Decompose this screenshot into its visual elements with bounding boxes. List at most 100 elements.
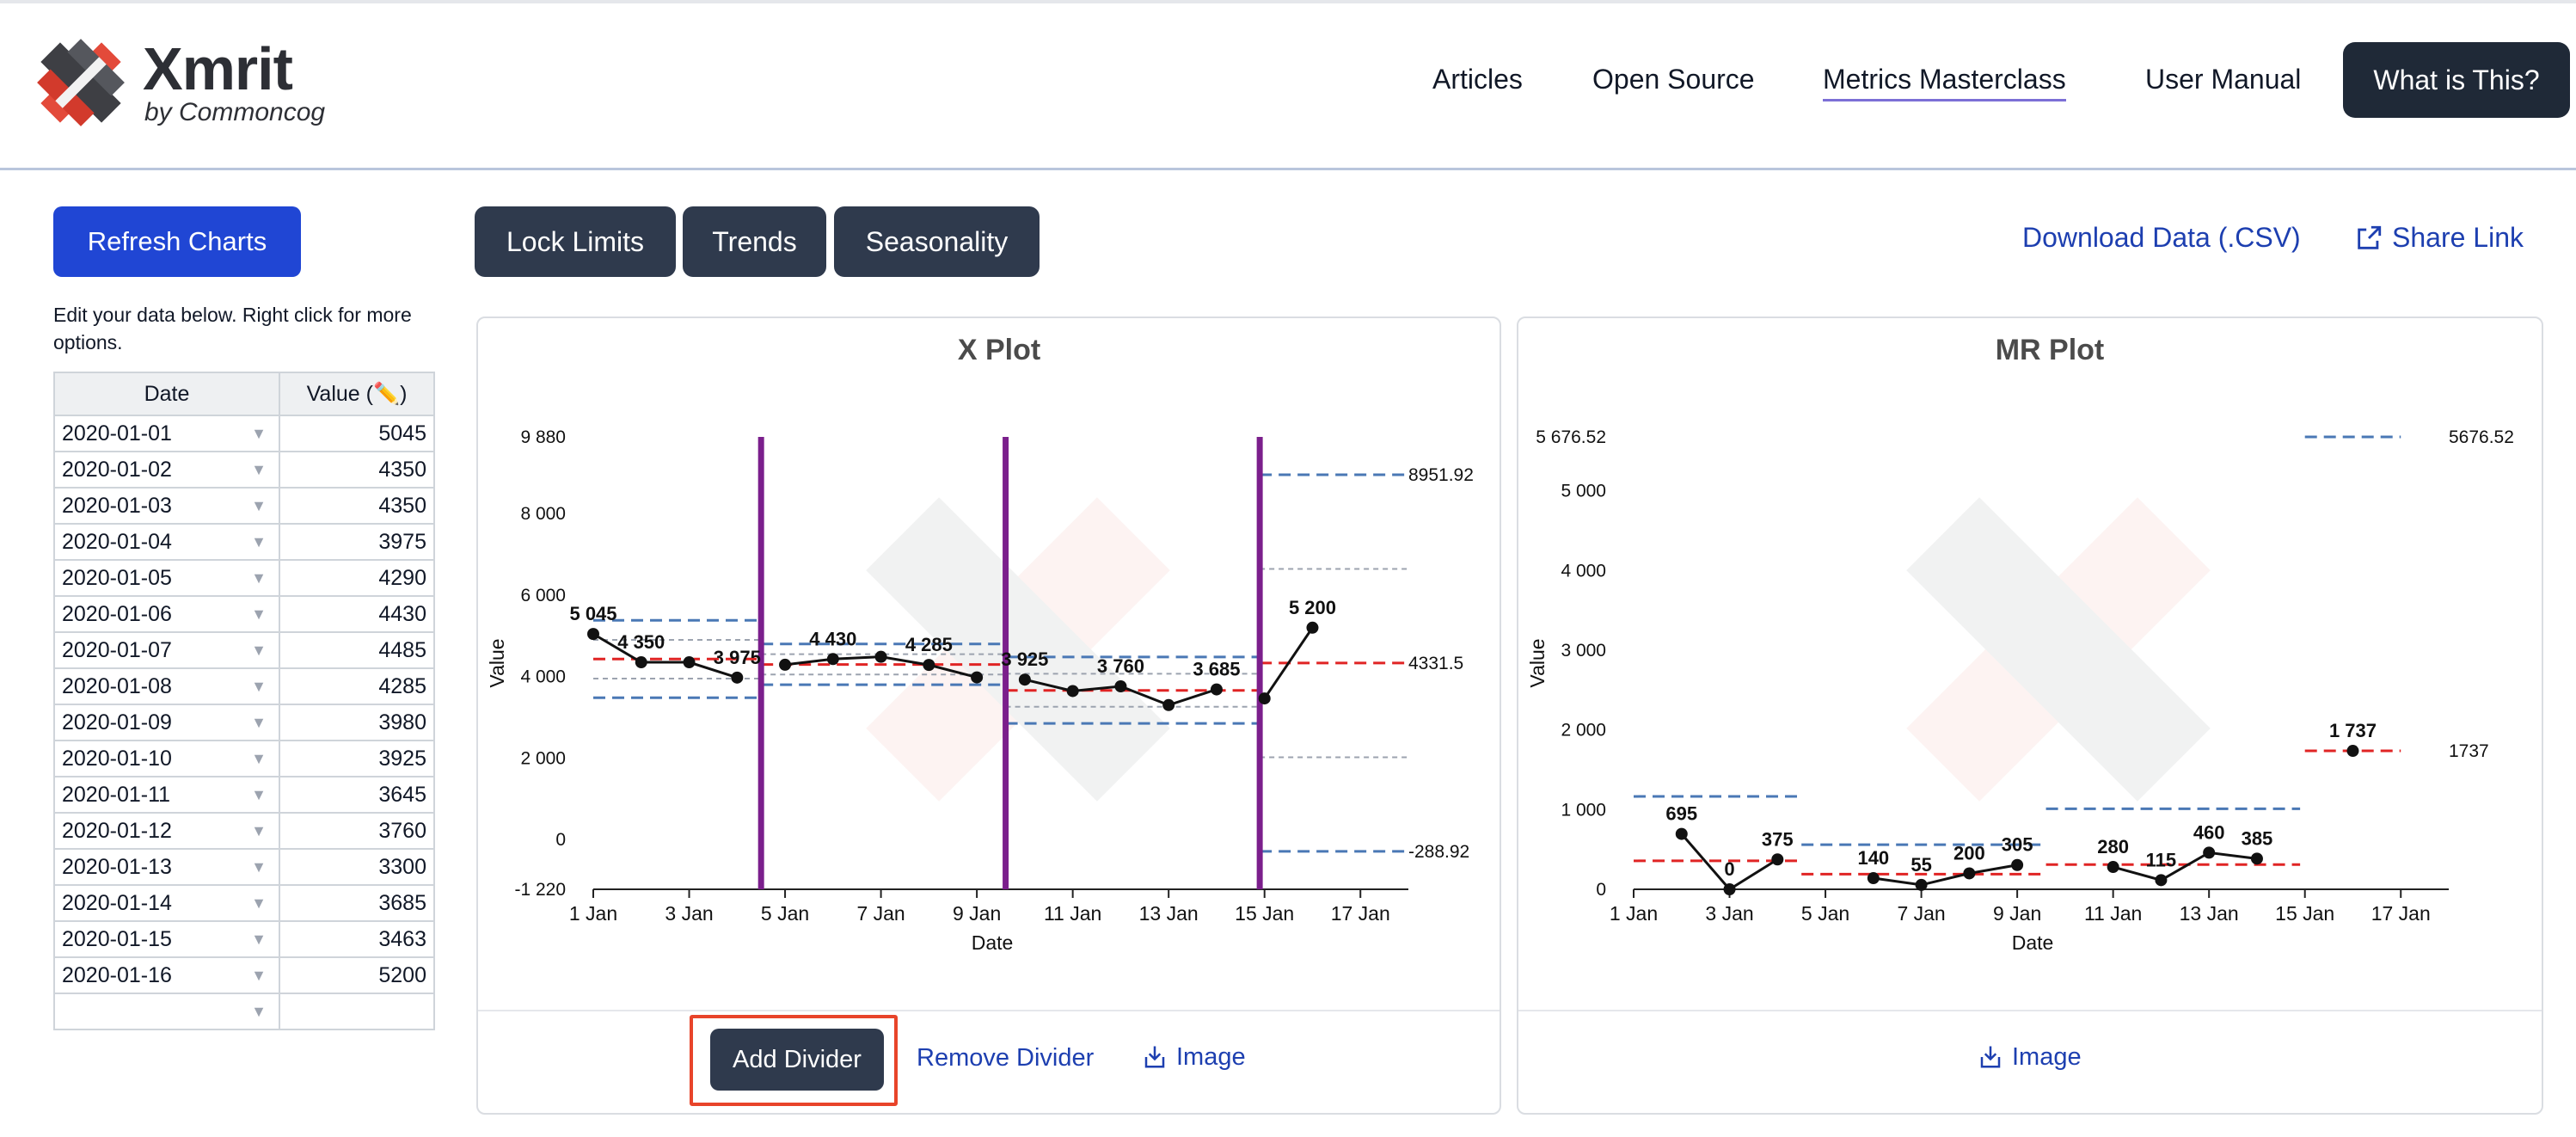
seasonality-button[interactable]: Seasonality [834, 206, 1040, 277]
top-border [0, 0, 2576, 3]
limit-label: -288.92 [1408, 842, 1469, 862]
date-cell[interactable]: ▼ [53, 993, 280, 1030]
brand-name[interactable]: Xmrit [143, 35, 293, 102]
dropdown-arrow-icon[interactable]: ▼ [251, 894, 267, 912]
dropdown-arrow-icon[interactable]: ▼ [251, 496, 267, 514]
date-value: 2020-01-05 [62, 565, 172, 590]
mr-plot-chart[interactable]: MR Plot 1 Jan 3 Jan 5 Jan 7 Jan 9 Jan 11 Jan 13… [1518, 318, 2543, 1006]
dropdown-arrow-icon[interactable]: ▼ [251, 749, 267, 767]
refresh-charts-button[interactable]: Refresh Charts [53, 206, 301, 277]
x-axis-label: Date [2012, 931, 2054, 954]
date-cell[interactable]: 2020-01-09 ▼ [53, 704, 280, 741]
share-link[interactable]: Share Link [2354, 222, 2524, 254]
dropdown-arrow-icon[interactable]: ▼ [251, 713, 267, 731]
trends-button[interactable]: Trends [683, 206, 826, 277]
column-header-value[interactable]: Value (✏️) [279, 372, 435, 416]
x-tick-label: 15 Jan [1235, 902, 1294, 925]
date-cell[interactable]: 2020-01-11 ▼ [53, 776, 280, 814]
remove-divider-link[interactable]: Remove Divider [917, 1044, 1095, 1072]
x-tick-label: 15 Jan [2275, 902, 2334, 925]
dropdown-arrow-icon[interactable]: ▼ [251, 821, 267, 839]
dropdown-arrow-icon[interactable]: ▼ [251, 532, 267, 550]
data-point [1675, 827, 1688, 840]
data-point [587, 628, 599, 641]
date-cell[interactable]: 2020-01-13 ▼ [53, 848, 280, 886]
value-cell[interactable] [279, 993, 435, 1030]
data-point [1915, 878, 1928, 891]
dropdown-arrow-icon[interactable]: ▼ [251, 677, 267, 695]
value-cell[interactable]: 3463 [279, 920, 435, 958]
date-cell[interactable]: 2020-01-07 ▼ [53, 631, 280, 669]
add-divider-button[interactable]: Add Divider [710, 1029, 884, 1091]
value-cell[interactable]: 3300 [279, 848, 435, 886]
data-point [1066, 685, 1079, 698]
y-axis-label: Value [486, 638, 508, 687]
date-cell[interactable]: 2020-01-08 ▼ [53, 667, 280, 705]
value-cell[interactable]: 5200 [279, 956, 435, 994]
data-label: 385 [2242, 827, 2273, 849]
dropdown-arrow-icon[interactable]: ▼ [251, 966, 267, 984]
value-cell[interactable]: 4485 [279, 631, 435, 669]
value-cell[interactable]: 5045 [279, 415, 435, 452]
y-tick-label: 5 676.52 [1536, 427, 1606, 447]
table-row: 2020-01-05 ▼ 4290 [53, 559, 435, 597]
y-tick-label: 0 [555, 830, 566, 850]
value-cell[interactable]: 3975 [279, 523, 435, 561]
dropdown-arrow-icon[interactable]: ▼ [251, 857, 267, 876]
download-csv-label: Download Data (.CSV) [2022, 222, 2301, 253]
x-tick-label: 17 Jan [2371, 902, 2431, 925]
data-point [731, 671, 744, 684]
xmrit-logo-icon[interactable] [24, 26, 138, 139]
dropdown-arrow-icon[interactable]: ▼ [251, 605, 267, 623]
x-tick-label: 11 Jan [2084, 902, 2142, 925]
download-icon [1144, 1046, 1165, 1068]
value-cell[interactable]: 4430 [279, 595, 435, 633]
date-cell[interactable]: 2020-01-10 ▼ [53, 740, 280, 777]
value-cell[interactable]: 3980 [279, 704, 435, 741]
nav-open-source[interactable]: Open Source [1592, 64, 1755, 95]
date-cell[interactable]: 2020-01-14 ▼ [53, 884, 280, 922]
x-plot-chart[interactable]: X Plot 1 Jan 3 Jan 5 Jan 7 Jan 9 Jan 11 Jan 13 … [478, 318, 1501, 1006]
date-cell[interactable]: 2020-01-05 ▼ [53, 559, 280, 597]
dropdown-arrow-icon[interactable]: ▼ [251, 930, 267, 948]
data-label: 5 045 [569, 603, 616, 624]
nav-user-manual[interactable]: User Manual [2145, 64, 2302, 95]
download-csv-link[interactable]: Download Data (.CSV) [2022, 222, 2301, 254]
dropdown-arrow-icon[interactable]: ▼ [251, 1002, 267, 1020]
y-tick-label: 8 000 [520, 504, 566, 524]
date-cell[interactable]: 2020-01-02 ▼ [53, 451, 280, 489]
nav-articles[interactable]: Articles [1432, 64, 1523, 95]
dropdown-arrow-icon[interactable]: ▼ [251, 641, 267, 659]
date-value: 2020-01-15 [62, 926, 172, 951]
y-tick-label: 2 000 [520, 748, 566, 768]
mr-plot-image-link[interactable]: Image [1978, 1042, 2082, 1072]
date-cell[interactable]: 2020-01-01 ▼ [53, 415, 280, 452]
lock-limits-button[interactable]: Lock Limits [475, 206, 676, 277]
value-cell[interactable]: 4350 [279, 451, 435, 489]
dropdown-arrow-icon[interactable]: ▼ [251, 424, 267, 442]
nav-metrics-masterclass[interactable]: Metrics Masterclass [1823, 64, 2066, 101]
date-cell[interactable]: 2020-01-03 ▼ [53, 487, 280, 525]
x-tick-label: 17 Jan [1331, 902, 1390, 925]
what-is-this-button[interactable]: What is This? [2343, 42, 2570, 118]
value-cell[interactable]: 3760 [279, 812, 435, 850]
date-cell[interactable]: 2020-01-15 ▼ [53, 920, 280, 958]
date-cell[interactable]: 2020-01-12 ▼ [53, 812, 280, 850]
x-tick-label: 7 Jan [1897, 902, 1945, 925]
dropdown-arrow-icon[interactable]: ▼ [251, 785, 267, 803]
value-cell[interactable]: 4290 [279, 559, 435, 597]
value-cell[interactable]: 3685 [279, 884, 435, 922]
value-cell[interactable]: 3645 [279, 776, 435, 814]
date-cell[interactable]: 2020-01-16 ▼ [53, 956, 280, 994]
date-cell[interactable]: 2020-01-04 ▼ [53, 523, 280, 561]
column-header-date[interactable]: Date [53, 372, 280, 416]
dropdown-arrow-icon[interactable]: ▼ [251, 568, 267, 587]
date-cell[interactable]: 2020-01-06 ▼ [53, 595, 280, 633]
data-point [826, 653, 839, 666]
value-cell[interactable]: 3925 [279, 740, 435, 777]
data-label: 4 350 [617, 631, 665, 653]
value-cell[interactable]: 4285 [279, 667, 435, 705]
dropdown-arrow-icon[interactable]: ▼ [251, 460, 267, 478]
x-plot-image-link[interactable]: Image [1142, 1042, 1246, 1072]
value-cell[interactable]: 4350 [279, 487, 435, 525]
